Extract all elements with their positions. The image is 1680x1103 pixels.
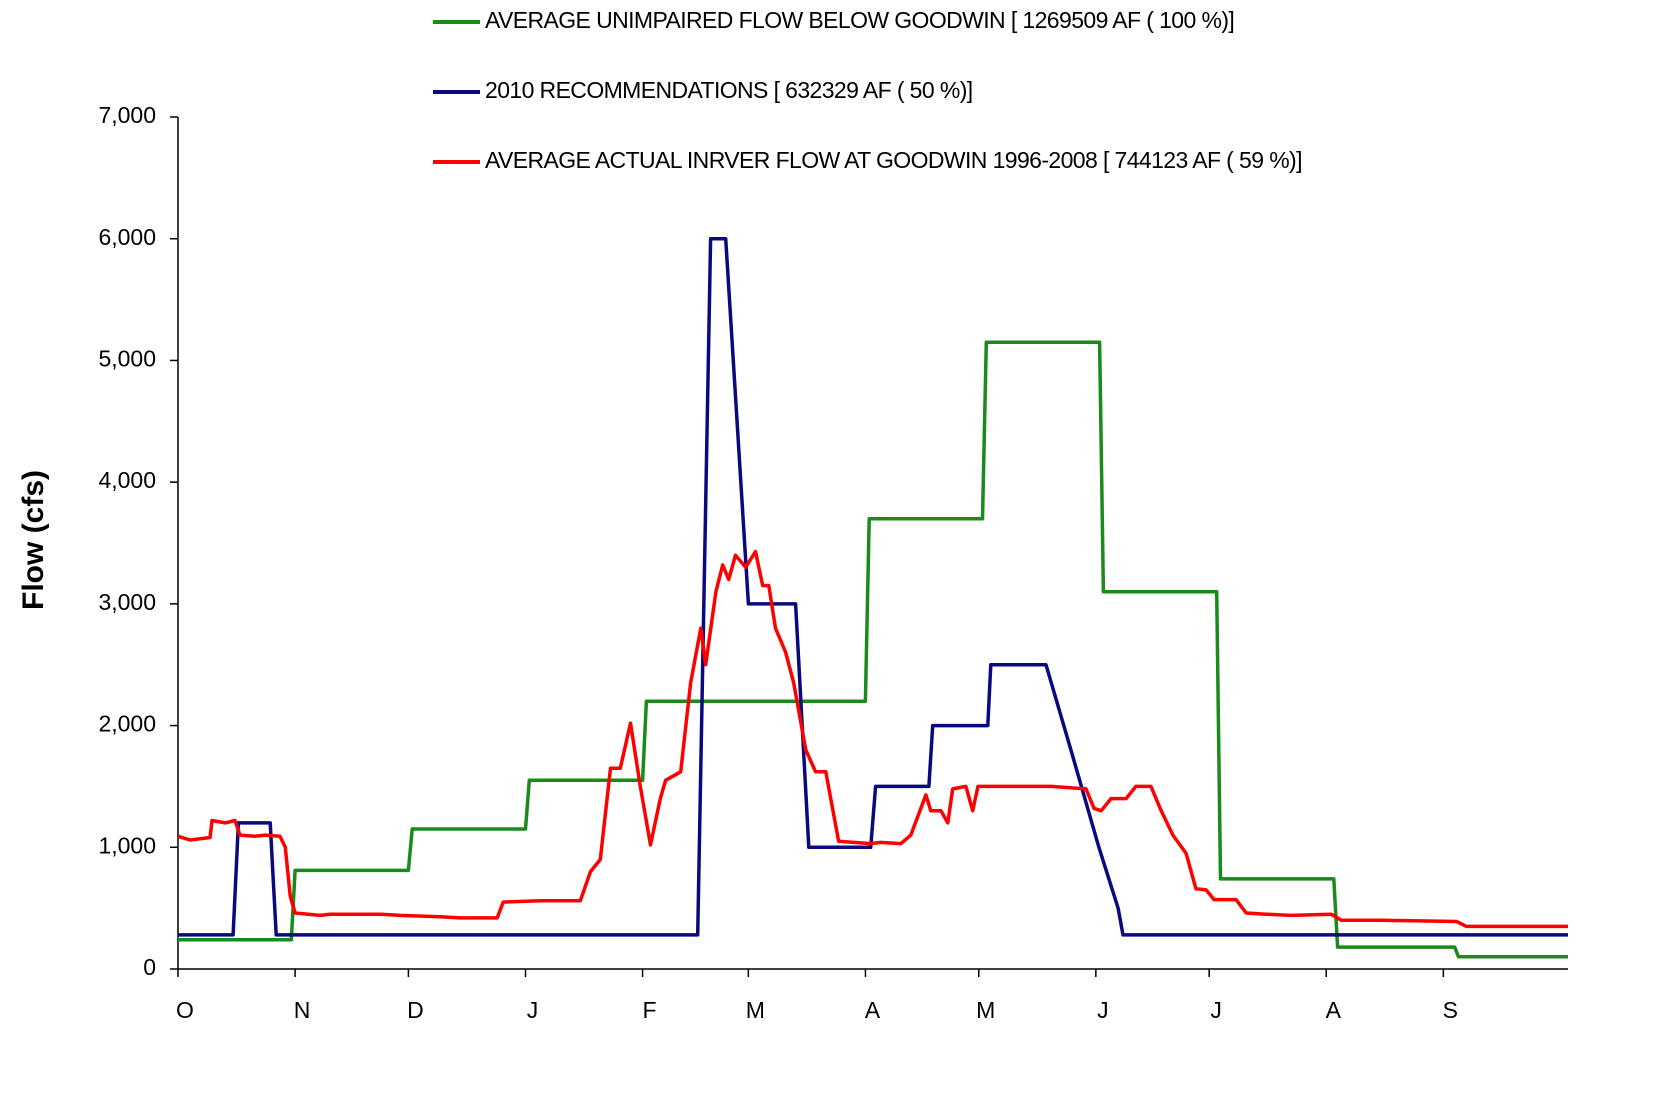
y-axis-label: Flow (cfs) [17, 470, 50, 610]
x-tick-label: O [176, 997, 194, 1023]
y-tick-label: 2,000 [98, 711, 156, 737]
series-line [177, 549, 1568, 929]
x-tick-label: F [643, 997, 657, 1023]
y-tick-label: 5,000 [98, 346, 156, 372]
x-tick-label: A [865, 997, 881, 1023]
y-tick-label: 0 [143, 954, 156, 980]
x-tick-label: J [1097, 997, 1109, 1023]
legend-label: AVERAGE UNIMPAIRED FLOW BELOW GOODWIN [ … [485, 7, 1234, 33]
legend-label: AVERAGE ACTUAL INRVER FLOW AT GOODWIN 19… [485, 147, 1302, 173]
y-tick-label: 4,000 [98, 467, 156, 493]
legend-label: 2010 RECOMMENDATIONS [ 632329 AF ( 50 %)… [485, 77, 973, 103]
y-tick-label: 6,000 [98, 224, 156, 250]
series-line [178, 236, 1568, 937]
y-tick-label: 1,000 [98, 832, 156, 858]
x-tick-label: S [1443, 997, 1458, 1023]
x-tick-label: M [746, 997, 765, 1023]
x-tick-label: A [1326, 997, 1342, 1023]
y-tick-label: 7,000 [98, 102, 156, 128]
x-tick-label: D [407, 997, 424, 1023]
y-tick-label: 3,000 [98, 589, 156, 615]
x-tick-label: N [294, 997, 311, 1023]
x-tick-label: J [527, 997, 539, 1023]
x-tick-label: M [976, 997, 995, 1023]
x-tick-label: J [1210, 997, 1222, 1023]
series-line [178, 340, 1568, 959]
